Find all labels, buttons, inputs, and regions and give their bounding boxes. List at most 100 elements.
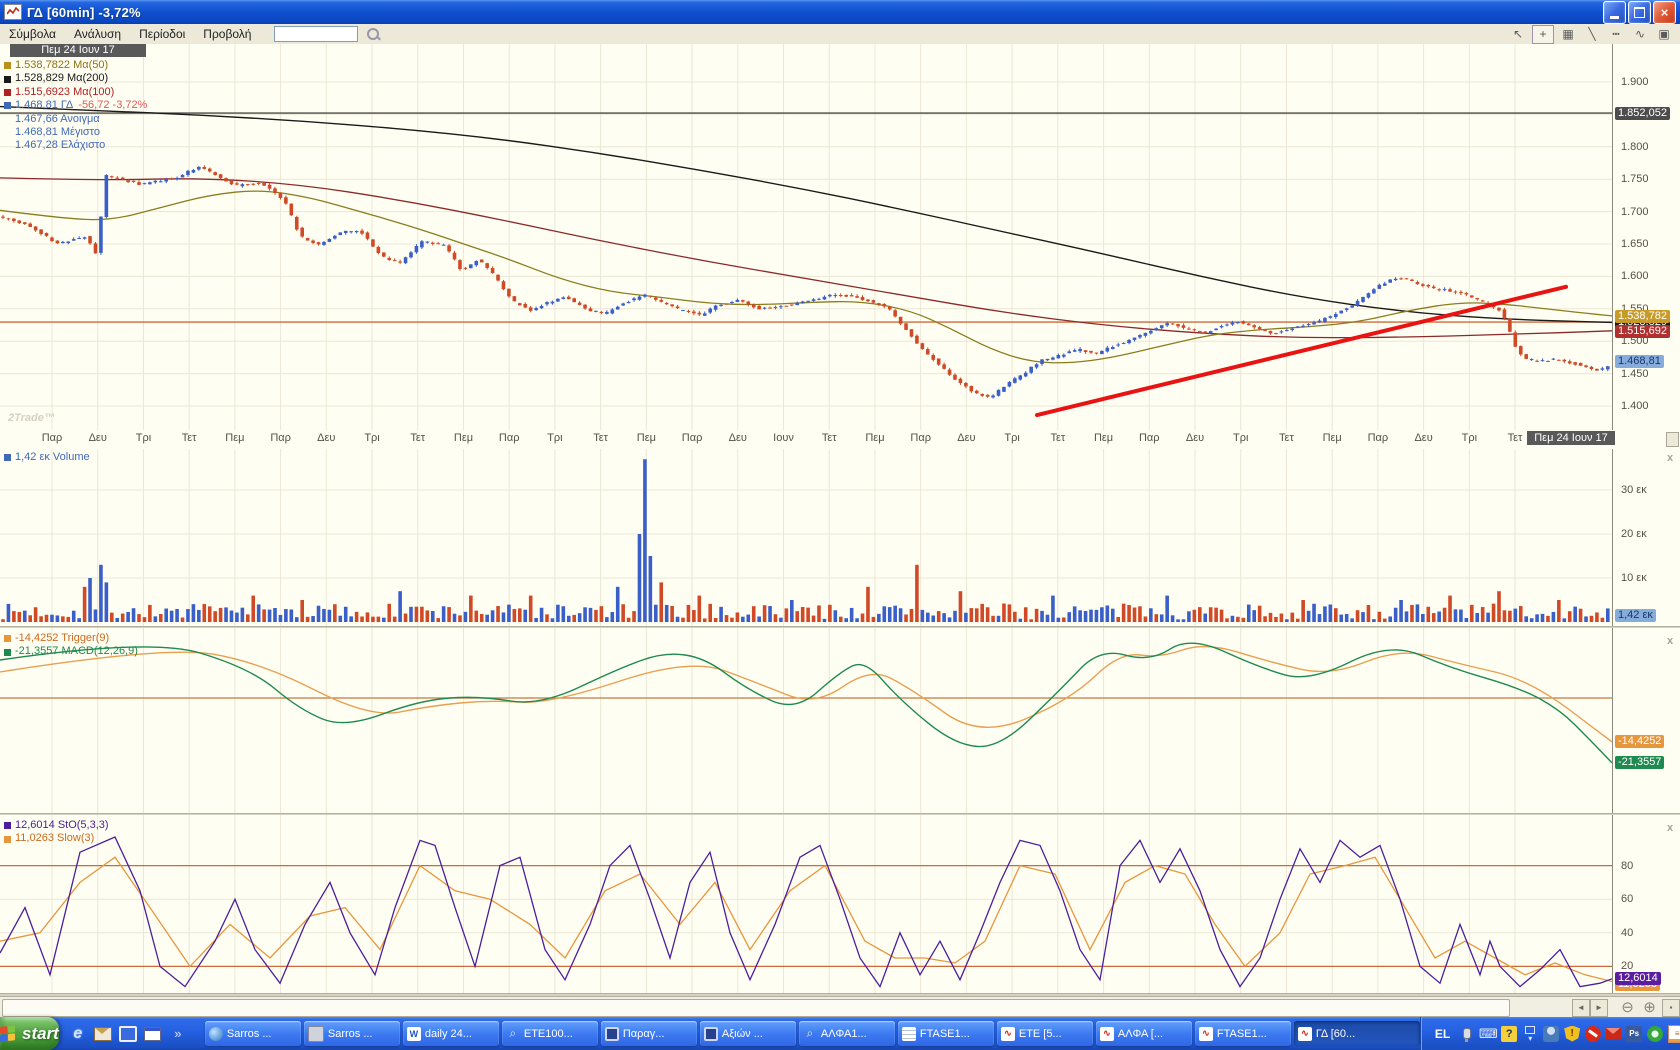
menu-items: Σύμβολα Ανάλυση Περίοδοι Προβολή (0, 27, 260, 41)
macd-legend-row[interactable]: -21,3557 MACD(12,26,9) (4, 645, 138, 658)
axis-splitter-button[interactable] (1666, 432, 1679, 447)
taskbar-task-7[interactable]: ⌕ ΑΛΦΑ1... (798, 1021, 895, 1046)
macd-legend-row[interactable]: -14,4252 Trigger(9) (4, 632, 138, 645)
volume-legend[interactable]: 1,42 εκ Volume (4, 451, 90, 464)
document-icon[interactable]: ≡ (1668, 1024, 1680, 1043)
taskbar-task-11[interactable]: ∿ FTASE1... (1194, 1021, 1291, 1046)
trendline-tool-icon[interactable]: ╲ (1588, 27, 1596, 41)
hidden-icons-icon[interactable]: ▾ (1522, 1025, 1538, 1042)
price-tick-label: 1.750 (1621, 173, 1649, 186)
menu-item-2[interactable]: Ανάλυση (74, 27, 122, 41)
volume-pane-close-icon[interactable]: x (1666, 452, 1674, 464)
microphone-icon[interactable] (1459, 1026, 1475, 1042)
pane-divider[interactable] (0, 813, 1680, 816)
zoom-out-icon[interactable]: ⊖ (1621, 999, 1634, 1016)
time-axis-label: Πεμ (225, 432, 245, 444)
language-indicator[interactable]: EL (1434, 1026, 1451, 1041)
taskbar-task-1[interactable]: Sarros ... (204, 1021, 301, 1046)
price-legend-row[interactable]: 1.515,6923 Μα(100) (4, 86, 147, 99)
macd-badge: -14,4252 (1615, 735, 1665, 749)
time-axis-label: Τρι (1004, 432, 1020, 444)
security-shield-icon[interactable]: ! (1564, 1025, 1581, 1042)
symbol-search-input[interactable] (274, 26, 359, 42)
price-chart-canvas[interactable] (0, 44, 1612, 430)
blocked-icon[interactable] (1585, 1025, 1602, 1042)
macd-chart-canvas[interactable] (0, 628, 1612, 813)
pane-divider[interactable] (0, 626, 1680, 629)
time-axis-label: Παρ (498, 432, 520, 444)
taskbar-task-2[interactable]: Sarros ... (303, 1021, 400, 1046)
spyware-doctor-icon[interactable] (1647, 1025, 1664, 1042)
taskbar-task-9[interactable]: ∿ ETE [5... (996, 1021, 1093, 1046)
volume-tick-label: 10 εκ (1621, 572, 1647, 584)
minimize-button[interactable] (1603, 0, 1626, 24)
help-icon[interactable]: ? (1501, 1025, 1518, 1042)
search-icon[interactable] (364, 26, 382, 42)
more-icon[interactable]: » (174, 1026, 182, 1041)
scroll-options-icon[interactable]: ▪ (1662, 999, 1680, 1017)
stochastic-pane-close-icon[interactable]: x (1666, 822, 1674, 834)
keyboard-icon[interactable]: ⌨ (1478, 1025, 1498, 1041)
macd-pane[interactable]: -14,4252 Trigger(9) -21,3557 MACD(12,26,9… (0, 628, 1680, 813)
taskbar-task-5[interactable]: Παραγ... (600, 1021, 697, 1046)
window-icon[interactable] (144, 1025, 162, 1043)
title-bar[interactable]: ΓΔ [60min] -3,72% × (0, 0, 1680, 24)
price-tick-label: 1.700 (1621, 205, 1649, 218)
task-label: Αξιών ... (721, 1027, 763, 1040)
chart-tool-icon[interactable]: ∿ (1634, 27, 1646, 41)
price-legend-row[interactable]: 1.468,81 ΓΔ -56,72 -3,72% (4, 99, 147, 112)
taskbar-task-4[interactable]: ⌕ ETE100... (501, 1021, 598, 1046)
stochastic-legend-row[interactable]: 11,0263 Slow(3) (4, 832, 109, 845)
stochastic-legend[interactable]: 12,6014 StO(5,3,3) 11,0263 Slow(3) (4, 819, 109, 846)
scroll-right-icon[interactable]: ► (1590, 999, 1608, 1017)
show-desktop-icon[interactable] (118, 1025, 137, 1043)
price-tick-label: 1.800 (1621, 140, 1649, 153)
menu-item-4[interactable]: Προβολή (203, 27, 252, 41)
price-tick-label: 1.500 (1621, 335, 1649, 348)
save-tool-icon[interactable]: ▣ (1658, 27, 1670, 41)
zoom-in-icon[interactable]: ⊕ (1643, 999, 1656, 1016)
photoshop-icon[interactable]: Ps (1626, 1025, 1643, 1042)
volume-pane[interactable]: 1,42 εκ Volume 30 εκ 20 εκ 10 εκ 1,42 εκ x (0, 449, 1680, 626)
taskbar-task-6[interactable]: Αξιών ... (699, 1021, 796, 1046)
crosshair-tool-icon[interactable]: + (1532, 24, 1554, 44)
price-legend: 1.538,7822 Μα(50) 1.528,829 Μα(200) 1.515,… (4, 59, 147, 153)
time-axis-label: Ιουν (773, 432, 794, 444)
volume-chart-canvas[interactable] (0, 449, 1612, 626)
scrollbar-thumb[interactable] (2, 999, 1510, 1017)
close-button[interactable]: × (1653, 0, 1676, 24)
chart-icon: ∿ (1099, 1026, 1114, 1041)
dotted-line-tool-icon[interactable]: ┅ (1612, 27, 1620, 41)
price-pane[interactable]: Πεμ 24 Ιουν 17 1.538,7822 Μα(50) 1.528,82… (0, 44, 1680, 430)
region-tool-icon[interactable]: ▦ (1562, 27, 1574, 41)
stochastic-legend-row[interactable]: 12,6014 StO(5,3,3) (4, 819, 109, 832)
taskbar-task-8[interactable]: FTASE1... (897, 1021, 994, 1046)
restore-button[interactable] (1628, 0, 1651, 24)
stochastic-pane[interactable]: 12,6014 StO(5,3,3) 11,0263 Slow(3) 80 60 40… (0, 815, 1680, 993)
horizontal-scrollbar[interactable]: ◄ ► ⊖ ⊕ ▪ (0, 996, 1680, 1018)
mail-icon[interactable] (1606, 1028, 1622, 1039)
internet-explorer-icon[interactable]: e (73, 1024, 83, 1042)
menu-item-3[interactable]: Περίοδοι (139, 27, 186, 41)
menu-item-1[interactable]: Σύμβολα (9, 27, 56, 41)
legend-text: 1.468,81 ΓΔ (15, 99, 74, 112)
legend-marker (4, 822, 11, 830)
taskbar-task-10[interactable]: ∿ ΑΛΦΑ [... (1095, 1021, 1192, 1046)
outlook-icon[interactable] (93, 1025, 112, 1043)
macd-legend[interactable]: -14,4252 Trigger(9) -21,3557 MACD(12,26,9… (4, 632, 138, 659)
scroll-left-icon[interactable]: ◄ (1572, 999, 1590, 1017)
price-legend-row[interactable]: 1.538,7822 Μα(50) (4, 59, 147, 72)
price-badge: 1.538,782 (1615, 309, 1670, 323)
stochastic-chart-canvas[interactable] (0, 815, 1612, 993)
legend-text: 1.467,28 Ελάχιστο (15, 139, 106, 152)
pointer-tool-icon[interactable]: ↖ (1512, 27, 1524, 41)
messenger-person-icon[interactable] (1543, 1025, 1560, 1042)
time-axis-label: Παρ (681, 432, 703, 444)
price-legend-row[interactable]: 1.528,829 Μα(200) (4, 72, 147, 85)
hidden-icons-box (1525, 1025, 1536, 1034)
macd-pane-close-icon[interactable]: x (1666, 635, 1674, 647)
start-button[interactable]: start (0, 1017, 59, 1050)
taskbar-task-12[interactable]: ∿ ΓΔ [60... (1293, 1021, 1420, 1046)
legend-text: 1.528,829 Μα(200) (15, 72, 109, 85)
